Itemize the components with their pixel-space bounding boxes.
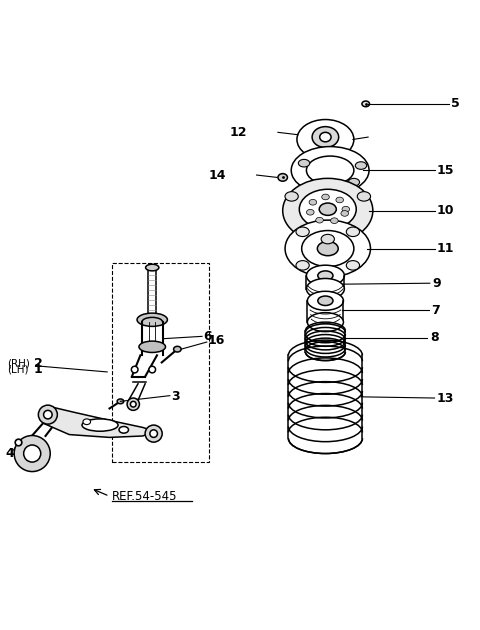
Text: 8: 8	[430, 331, 438, 344]
Text: 9: 9	[432, 277, 441, 290]
Text: (RH): (RH)	[8, 358, 30, 369]
Ellipse shape	[139, 341, 166, 352]
Ellipse shape	[307, 312, 343, 331]
Circle shape	[132, 366, 138, 373]
Circle shape	[145, 425, 162, 442]
Ellipse shape	[317, 241, 338, 256]
Text: (LH): (LH)	[8, 365, 29, 375]
Text: 10: 10	[437, 204, 455, 217]
Ellipse shape	[145, 264, 159, 271]
Circle shape	[127, 398, 139, 410]
Text: 1: 1	[34, 363, 42, 376]
Circle shape	[14, 435, 50, 472]
Ellipse shape	[306, 278, 344, 299]
Ellipse shape	[312, 127, 339, 147]
Ellipse shape	[342, 207, 349, 212]
Ellipse shape	[346, 261, 360, 270]
Text: 6: 6	[204, 330, 212, 343]
Ellipse shape	[309, 200, 317, 205]
Ellipse shape	[305, 183, 317, 191]
Ellipse shape	[346, 227, 360, 236]
Ellipse shape	[306, 156, 354, 185]
Ellipse shape	[321, 234, 335, 244]
Ellipse shape	[322, 194, 329, 200]
Text: 4: 4	[5, 447, 14, 460]
Polygon shape	[43, 406, 155, 437]
Ellipse shape	[355, 162, 367, 169]
Ellipse shape	[320, 132, 331, 142]
Ellipse shape	[296, 261, 309, 270]
Ellipse shape	[291, 147, 369, 194]
Ellipse shape	[283, 178, 373, 243]
Ellipse shape	[316, 217, 324, 223]
Circle shape	[149, 366, 156, 373]
Ellipse shape	[336, 197, 344, 203]
Ellipse shape	[117, 399, 124, 404]
Text: 16: 16	[208, 334, 225, 347]
Ellipse shape	[296, 227, 309, 236]
Ellipse shape	[331, 218, 338, 224]
Ellipse shape	[301, 231, 354, 266]
Ellipse shape	[82, 419, 118, 432]
Text: 5: 5	[451, 98, 460, 110]
Text: 15: 15	[437, 164, 455, 177]
Ellipse shape	[319, 203, 336, 215]
Ellipse shape	[318, 296, 333, 306]
Text: 3: 3	[171, 390, 180, 403]
Text: 2: 2	[34, 357, 42, 370]
Ellipse shape	[299, 159, 310, 167]
Text: REF.54-545: REF.54-545	[112, 490, 178, 503]
Ellipse shape	[83, 419, 91, 425]
Ellipse shape	[119, 427, 129, 433]
Ellipse shape	[285, 220, 371, 277]
Text: 14: 14	[208, 169, 226, 181]
Ellipse shape	[307, 291, 343, 310]
Circle shape	[24, 445, 41, 462]
Circle shape	[44, 410, 52, 419]
Ellipse shape	[174, 346, 181, 352]
Text: 12: 12	[229, 126, 247, 139]
Ellipse shape	[285, 192, 298, 201]
Ellipse shape	[348, 178, 360, 186]
Ellipse shape	[306, 265, 344, 286]
Ellipse shape	[307, 209, 314, 215]
Ellipse shape	[278, 174, 288, 181]
Ellipse shape	[297, 120, 354, 159]
Ellipse shape	[300, 189, 356, 229]
Ellipse shape	[318, 271, 333, 280]
Ellipse shape	[362, 101, 370, 106]
Text: 11: 11	[437, 242, 455, 255]
Text: 13: 13	[437, 391, 454, 404]
Circle shape	[131, 401, 136, 407]
Text: 7: 7	[431, 304, 440, 317]
Ellipse shape	[137, 313, 168, 326]
Bar	[112, 263, 209, 462]
Circle shape	[150, 430, 157, 437]
Ellipse shape	[341, 210, 348, 216]
Ellipse shape	[357, 192, 371, 201]
Circle shape	[38, 405, 57, 424]
